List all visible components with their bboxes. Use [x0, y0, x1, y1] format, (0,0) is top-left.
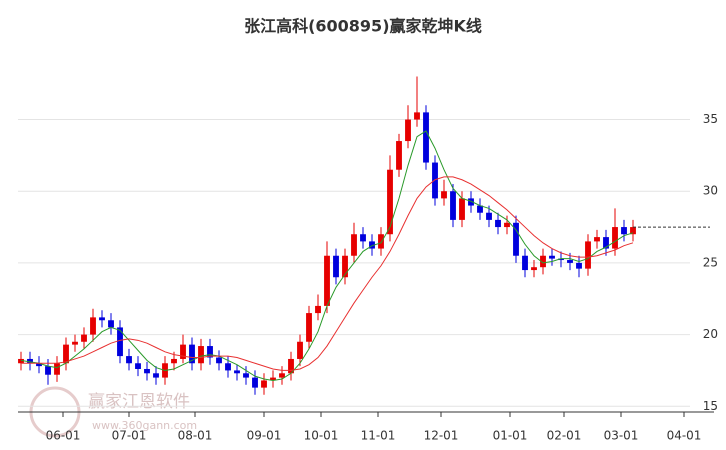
candle-body	[540, 255, 546, 268]
candle-body	[108, 320, 114, 328]
candle-body	[351, 234, 357, 256]
candle-body	[144, 368, 150, 374]
y-tick-label: 20	[703, 327, 718, 341]
candle-body	[522, 255, 528, 271]
candle-body	[180, 344, 186, 359]
x-tick-label: 12-01	[424, 429, 459, 443]
candle-body	[387, 169, 393, 235]
candle-body	[63, 344, 69, 364]
candle-body	[396, 141, 402, 170]
candle-body	[324, 255, 330, 306]
candle-body	[423, 112, 429, 163]
x-tick-label: 03-01	[604, 429, 639, 443]
candle-body	[576, 262, 582, 269]
y-tick-label: 15	[703, 399, 718, 413]
candle-body	[288, 358, 294, 374]
chart-title: 张江高科(600895)赢家乾坤K线	[244, 17, 482, 36]
candle-body	[504, 222, 510, 228]
watermark-url: www.360gann.com	[92, 419, 197, 432]
candle-body	[18, 358, 24, 364]
candle-body	[603, 237, 609, 249]
candle-body	[450, 191, 456, 220]
candle-body	[549, 255, 555, 259]
x-tick-label: 08-01	[178, 429, 213, 443]
x-tick-label: 09-01	[247, 429, 282, 443]
candle-body	[243, 373, 249, 378]
candle-body	[594, 237, 600, 242]
moving-average-line	[21, 176, 634, 371]
candle-body	[270, 377, 276, 381]
candle-body	[621, 227, 627, 235]
candle-body	[468, 198, 474, 206]
candle-body	[252, 377, 258, 388]
candle-body	[558, 258, 564, 261]
candle-body	[495, 219, 501, 228]
candle-body	[630, 227, 636, 235]
candle-body	[216, 357, 222, 364]
candle-body	[54, 363, 60, 375]
x-tick-label: 01-01	[493, 429, 528, 443]
candle-body	[45, 366, 51, 375]
candle-body	[486, 212, 492, 220]
candle-body	[369, 241, 375, 249]
candle-body	[99, 317, 105, 321]
candle-body	[207, 346, 213, 358]
x-tick-label: 02-01	[547, 429, 582, 443]
candle-body	[405, 119, 411, 142]
watermark: 赢家江恩软件 www.360gann.com	[29, 386, 197, 438]
candle-body	[279, 373, 285, 378]
candle-body	[477, 205, 483, 213]
candle-body	[261, 380, 267, 388]
candle-body	[81, 334, 87, 342]
candle-body	[171, 358, 177, 364]
candle-body	[315, 305, 321, 314]
candle-body	[612, 227, 618, 249]
candle-body	[333, 255, 339, 278]
candle-body	[306, 313, 312, 342]
candle-body	[126, 356, 132, 364]
x-tick-label: 07-01	[112, 429, 147, 443]
candle-body	[135, 363, 141, 369]
candle-body	[531, 267, 537, 271]
candle-body	[225, 363, 231, 371]
candle-body	[72, 341, 78, 345]
candle-body	[378, 234, 384, 249]
x-tick-label: 11-01	[361, 429, 396, 443]
candle-body	[27, 358, 33, 364]
candle-body	[414, 112, 420, 120]
candle-body	[117, 327, 123, 357]
candle-body	[567, 260, 573, 263]
watermark-text: 赢家江恩软件	[88, 392, 190, 412]
candle-body	[513, 222, 519, 256]
candle-body	[297, 341, 303, 359]
y-tick-label: 25	[703, 255, 718, 269]
candle-body	[234, 370, 240, 374]
candle-body	[36, 363, 42, 367]
candle-body	[585, 241, 591, 269]
candle-body	[189, 344, 195, 364]
candle-body	[153, 373, 159, 378]
candle-body	[342, 255, 348, 278]
candle-body	[432, 162, 438, 199]
candle-body	[90, 317, 96, 335]
candle-body	[441, 191, 447, 199]
moving-average-line	[20, 130, 634, 381]
x-tick-label: 04-01	[667, 429, 702, 443]
y-tick-label: 30	[703, 184, 718, 198]
x-tick-label: 10-01	[304, 429, 339, 443]
candle-body	[198, 346, 204, 364]
candle-body	[459, 198, 465, 220]
y-tick-label: 35	[703, 112, 718, 126]
candle-body	[360, 234, 366, 242]
x-tick-label: 06-01	[46, 429, 81, 443]
